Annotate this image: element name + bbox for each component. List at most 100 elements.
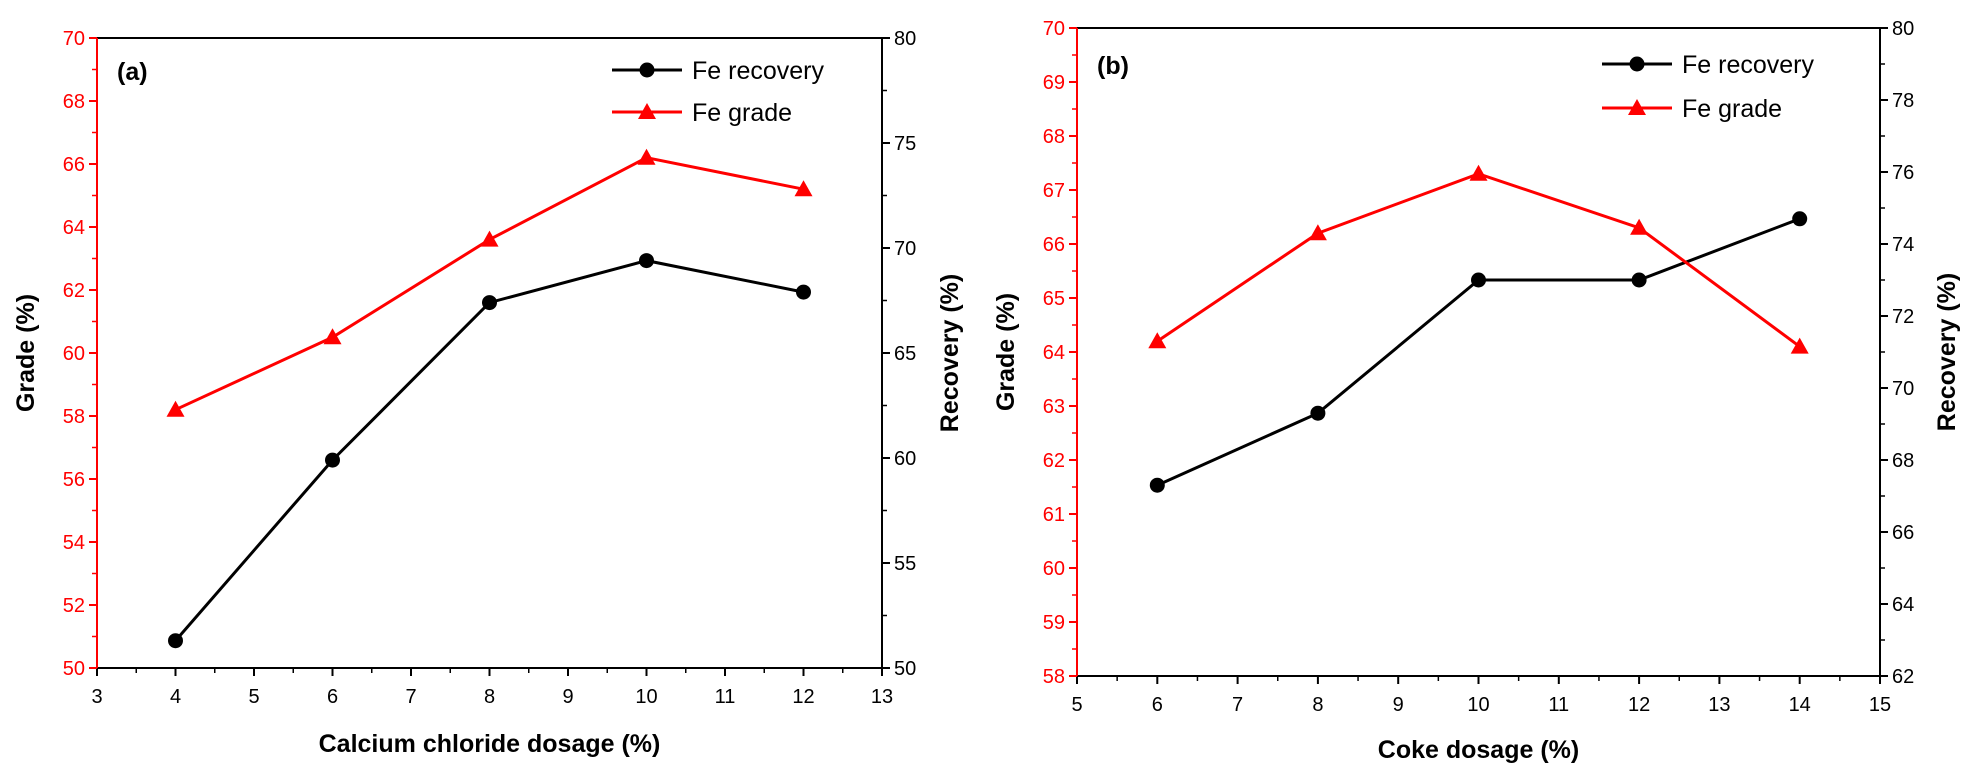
- left-y-tick-label: 61: [1043, 504, 1065, 526]
- right-y-tick-label: 68: [1892, 450, 1914, 472]
- left-y-tick-label: 63: [1043, 396, 1065, 418]
- legend-label: Fe grade: [692, 99, 792, 127]
- data-point: [1790, 337, 1809, 354]
- right-y-tick-label: 76: [1892, 162, 1914, 184]
- data-point: [1148, 332, 1167, 349]
- x-tick-label: 8: [1312, 694, 1323, 716]
- right-y-tick-label: 62: [1892, 666, 1914, 688]
- chart-panel-1: 3 4 5 6 7 8 9 10 11 12 135052545658606264666870505…: [12, 28, 964, 758]
- left-y-tick-label: 59: [1043, 612, 1065, 634]
- panel-label: (a): [117, 58, 148, 86]
- series-line-2: [174, 156, 804, 412]
- left-y-tick-label: 65: [1043, 288, 1065, 310]
- panel-label: (b): [1097, 52, 1129, 80]
- legend-marker: [638, 103, 656, 119]
- data-point: [323, 328, 342, 345]
- right-y-tick-label: 80: [1892, 18, 1914, 40]
- chart-panel-2: 5 6 7 8 9 10 11 12 13 14 1558596061626364656667686…: [992, 18, 1961, 764]
- left-y-tick-label: 64: [1043, 342, 1065, 364]
- x-tick-label: 4: [170, 686, 181, 708]
- data-point: [794, 180, 813, 197]
- data-point: [637, 148, 656, 165]
- data-point: [325, 452, 340, 468]
- right-y-tick-label: 66: [1892, 522, 1914, 544]
- left-y-tick-label: 60: [63, 343, 85, 365]
- right-y-tick-label: 55: [894, 553, 916, 575]
- x-tick-label: 10: [635, 686, 657, 708]
- series-line-1: [1156, 217, 1801, 487]
- left-y-tick-label: 70: [1043, 18, 1065, 40]
- data-point: [168, 633, 183, 649]
- left-y-tick-label: 58: [1043, 666, 1065, 688]
- right-y-tick-label: 65: [894, 343, 916, 365]
- x-tick-label: 8: [484, 686, 495, 708]
- right-y-tick-label: 64: [1892, 594, 1914, 616]
- right-y-tick-label: 78: [1892, 90, 1914, 112]
- x-tick-label: 14: [1789, 694, 1811, 716]
- left-y-tick-label: 68: [1043, 126, 1065, 148]
- x-tick-label: 12: [792, 686, 814, 708]
- legend-marker: [1628, 99, 1646, 115]
- data-point: [1469, 164, 1488, 181]
- legend-label: Fe grade: [1682, 95, 1782, 123]
- data-point: [1630, 218, 1649, 235]
- right-y-tick-label: 80: [894, 28, 916, 50]
- legend-label: Fe recovery: [1682, 51, 1814, 79]
- data-point: [480, 230, 499, 247]
- right-y-tick-label: 72: [1892, 306, 1914, 328]
- data-point: [166, 400, 185, 417]
- x-tick-label: 9: [1393, 694, 1404, 716]
- legend-marker: [1629, 56, 1645, 72]
- left-y-tick-label: 70: [63, 28, 85, 50]
- left-y-axis-title: Grade (%): [992, 293, 1020, 411]
- left-y-axis-title: Grade (%): [12, 294, 40, 412]
- x-tick-label: 15: [1869, 694, 1891, 716]
- data-point: [482, 295, 497, 311]
- x-tick-label: 10: [1467, 694, 1489, 716]
- right-y-tick-label: 70: [1892, 378, 1914, 400]
- data-point: [1310, 405, 1326, 421]
- x-tick-label: 11: [715, 686, 736, 708]
- x-tick-label: 6: [1152, 694, 1163, 716]
- series-line-1: [174, 259, 804, 642]
- x-tick-label: 3: [91, 686, 102, 708]
- x-tick-label: 7: [405, 686, 416, 708]
- left-y-tick-label: 62: [1043, 450, 1065, 472]
- right-y-axis-title: Recovery (%): [1933, 273, 1961, 431]
- x-tick-label: 7: [1232, 694, 1243, 716]
- left-y-tick-label: 64: [63, 217, 85, 239]
- x-tick-label: 9: [562, 686, 573, 708]
- x-tick-label: 13: [1708, 694, 1730, 716]
- left-y-tick-label: 68: [63, 91, 85, 113]
- left-y-tick-label: 54: [63, 532, 85, 554]
- left-y-tick-label: 62: [63, 280, 85, 302]
- left-y-tick-label: 69: [1043, 72, 1065, 94]
- legend-marker: [639, 62, 655, 78]
- x-tick-label: 12: [1628, 694, 1650, 716]
- data-point: [1471, 272, 1486, 288]
- data-point: [1308, 224, 1327, 241]
- x-tick-label: 5: [248, 686, 259, 708]
- right-y-axis-title: Recovery (%): [936, 274, 964, 432]
- right-y-tick-label: 70: [894, 238, 916, 260]
- x-tick-label: 13: [871, 686, 893, 708]
- left-y-tick-label: 50: [63, 658, 85, 680]
- right-y-tick-label: 50: [894, 658, 916, 680]
- right-y-tick-label: 60: [894, 448, 916, 470]
- data-point: [796, 284, 811, 300]
- series-line-2: [1156, 172, 1801, 348]
- right-y-tick-label: 75: [894, 133, 916, 155]
- data-point: [1149, 477, 1165, 493]
- left-y-tick-label: 66: [63, 154, 85, 176]
- left-y-tick-label: 52: [63, 595, 85, 617]
- x-tick-label: 6: [327, 686, 338, 708]
- x-tick-label: 11: [1548, 694, 1569, 716]
- x-tick-label: 5: [1071, 694, 1082, 716]
- x-axis-title: Coke dosage (%): [1378, 736, 1579, 764]
- left-y-tick-label: 56: [63, 469, 85, 491]
- x-axis-title: Calcium chloride dosage (%): [319, 730, 661, 758]
- left-y-tick-label: 66: [1043, 234, 1065, 256]
- legend-label: Fe recovery: [692, 57, 824, 85]
- left-y-tick-label: 67: [1043, 180, 1065, 202]
